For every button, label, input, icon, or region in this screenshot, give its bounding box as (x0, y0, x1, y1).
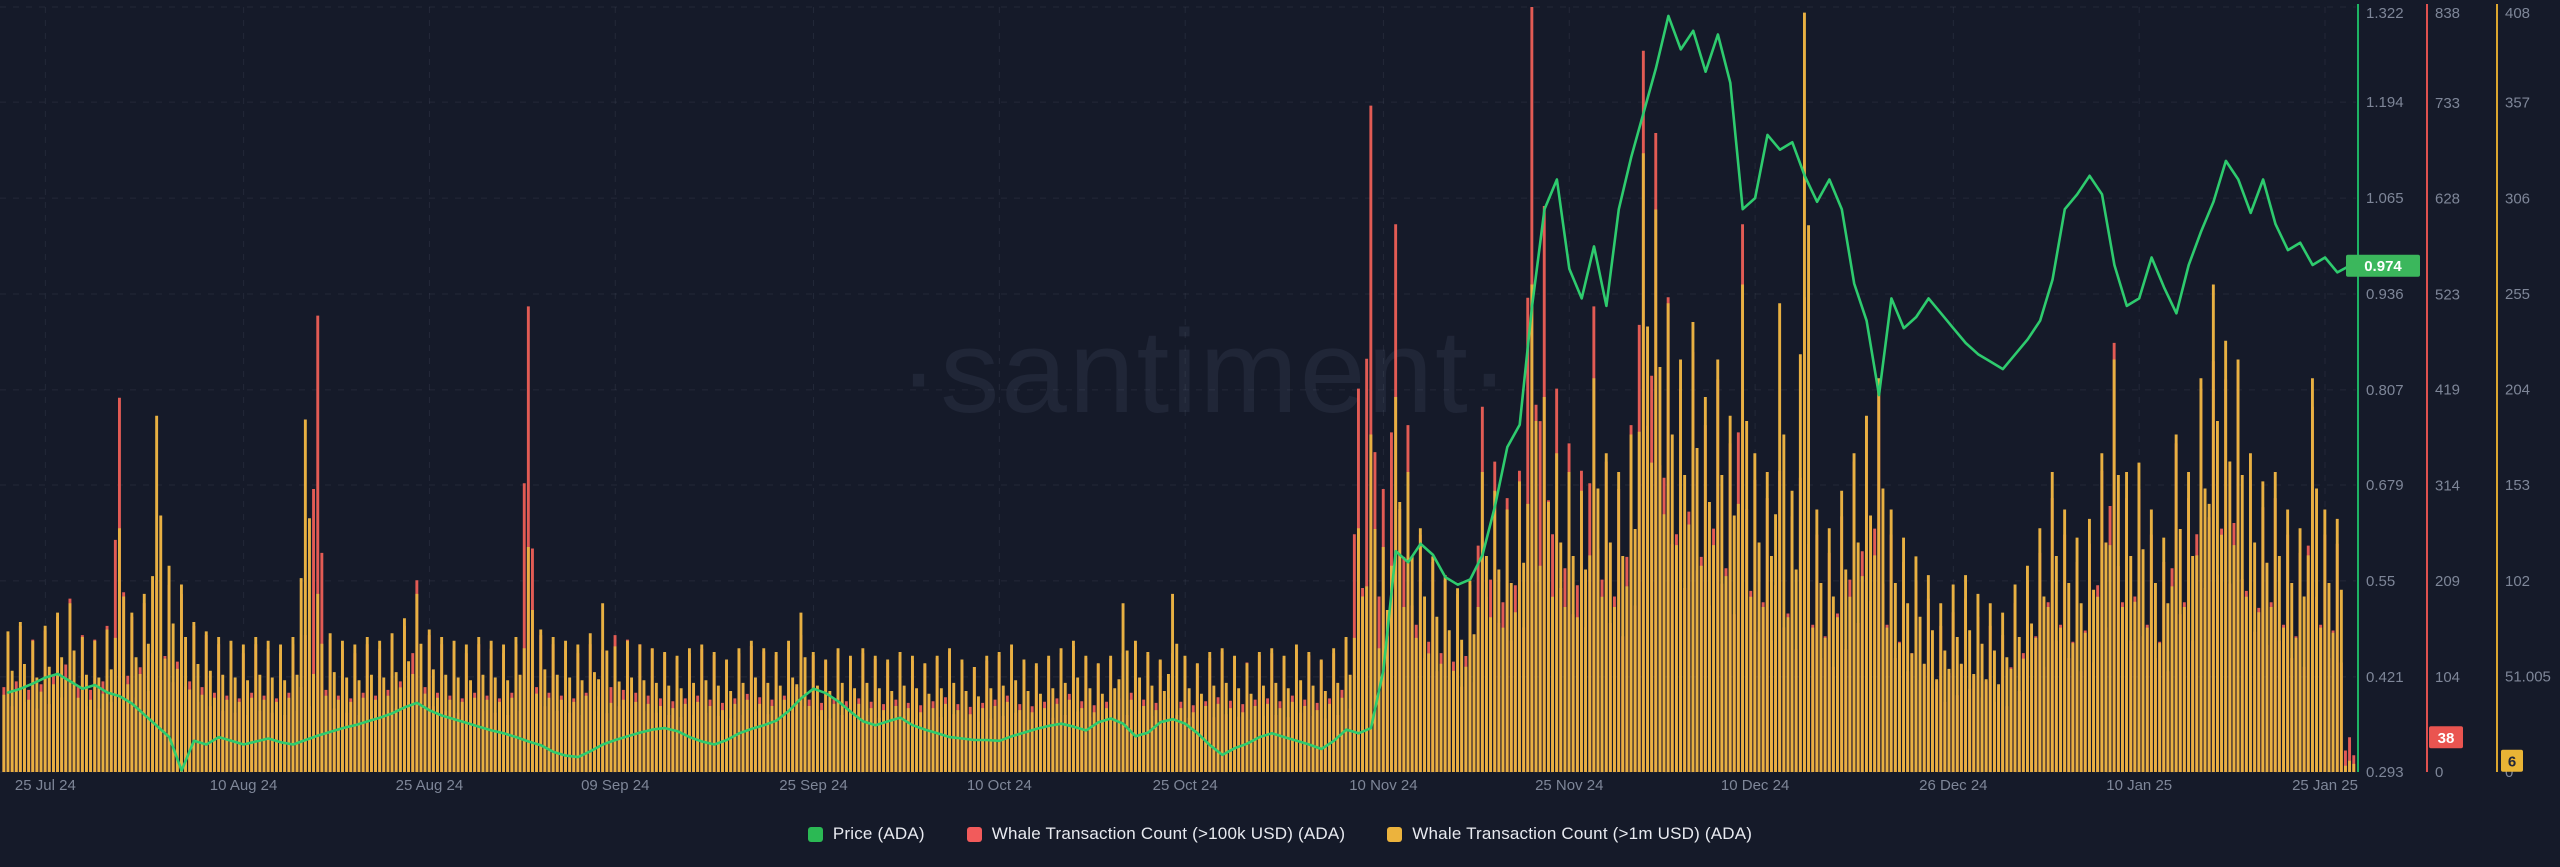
x-axis-date-label: 25 Jul 24 (15, 777, 76, 794)
axis-tick-label: 153 (2505, 477, 2530, 494)
axis-tick-label: 314 (2435, 477, 2460, 494)
whale-1m-bars-series (2, 12, 2356, 773)
x-axis-date-label: 10 Jan 25 (2106, 777, 2172, 794)
axis-tick-label: 0 (2505, 764, 2513, 781)
legend-item-price[interactable]: Price (ADA) (807, 824, 925, 844)
axis-tick-label: 0.807 (2366, 382, 2404, 399)
axis-tick-label: 1.065 (2366, 190, 2404, 207)
whale-1m-legend-swatch-icon (1387, 826, 1403, 842)
x-axis-date-label: 10 Aug 24 (210, 777, 278, 794)
santiment-watermark: ·santiment· (899, 306, 1511, 438)
x-axis-date-label: 25 Aug 24 (396, 777, 464, 794)
x-axis-date-label: 10 Nov 24 (1349, 777, 1417, 794)
x-axis-date-label: 10 Oct 24 (967, 777, 1032, 794)
axis-tick-label: 209 (2435, 573, 2460, 590)
legend-label: Price (ADA) (832, 824, 925, 843)
axis-tick-label: 1.194 (2366, 94, 2404, 111)
x-axis-date-label: 25 Jan 25 (2292, 777, 2358, 794)
legend-label: Whale Transaction Count (>100k USD) (ADA… (991, 824, 1346, 843)
axis-tick-label: 102 (2505, 573, 2530, 590)
whale-1m-axis: 408 357 306 255 204 153 102 51.005 0 (2496, 4, 2551, 781)
axis-tick-label: 357 (2505, 95, 2530, 112)
chart-legend: Price (ADA) Whale Transaction Count (>10… (0, 824, 2560, 844)
axis-tick-label: 838 (2435, 5, 2460, 22)
legend-label: Whale Transaction Count (>1m USD) (ADA) (1412, 824, 1753, 843)
x-axis-date-label: 25 Oct 24 (1153, 777, 1218, 794)
price-axis: 1.322 1.194 1.065 0.936 0.807 0.679 0.55 0.421 0… (2357, 4, 2404, 781)
axis-tick-label: 523 (2435, 287, 2460, 304)
axis-tick-label: 0.679 (2366, 477, 2404, 494)
whale-100k-axis: 838 733 628 523 419 314 209 104 0 (2426, 4, 2460, 781)
axis-tick-label: 204 (2505, 382, 2530, 399)
axis-tick-label: 0.421 (2366, 669, 2404, 686)
axis-tick-label: 0.293 (2366, 764, 2404, 781)
x-axis-date-label: 25 Sep 24 (779, 777, 847, 794)
axis-tick-label: 255 (2505, 286, 2530, 303)
svg-text:0.974: 0.974 (2364, 258, 2402, 275)
axis-tick-label: 0 (2435, 764, 2443, 781)
x-axis-date-label: 09 Sep 24 (581, 777, 649, 794)
price-legend-swatch-icon (807, 826, 823, 842)
axis-tick-label: 419 (2435, 382, 2460, 399)
x-axis-date-label: 10 Dec 24 (1721, 777, 1789, 794)
legend-item-whale-100k[interactable]: Whale Transaction Count (>100k USD) (ADA… (966, 824, 1346, 844)
axis-tick-label: 0.55 (2366, 573, 2395, 590)
axis-tick-label: 1.322 (2366, 5, 2404, 22)
svg-text:38: 38 (2438, 730, 2455, 747)
axis-tick-label: 628 (2435, 191, 2460, 208)
legend-item-whale-1m[interactable]: Whale Transaction Count (>1m USD) (ADA) (1387, 824, 1752, 844)
axis-tick-label: 408 (2505, 5, 2530, 22)
whale-100k-badge: 38 (2429, 726, 2463, 749)
x-axis-date-label: 25 Nov 24 (1535, 777, 1603, 794)
axis-tick-label: 51.005 (2505, 668, 2551, 685)
axis-tick-label: 104 (2435, 669, 2460, 686)
axis-tick-label: 306 (2505, 190, 2530, 207)
whale-100k-legend-swatch-icon (966, 826, 982, 842)
axis-tick-label: 0.936 (2366, 286, 2404, 303)
x-axis-labels: 25 Jul 24 10 Aug 24 25 Aug 24 09 Sep 24 25 S… (15, 777, 2358, 794)
whale-1m-badge: 6 (2501, 749, 2523, 772)
price-line-series (6, 14, 2352, 772)
x-axis-date-label: 26 Dec 24 (1919, 777, 1987, 794)
price-badge: 0.974 (2346, 254, 2420, 277)
svg-text:6: 6 (2508, 753, 2516, 770)
axis-tick-label: 733 (2435, 95, 2460, 112)
